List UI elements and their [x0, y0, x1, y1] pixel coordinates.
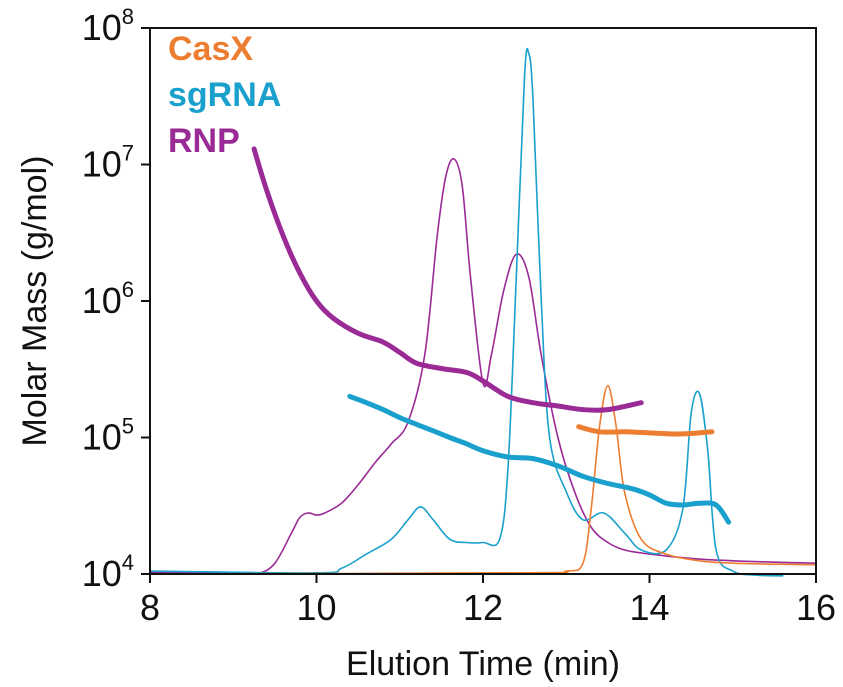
series-sgrna-trace: [149, 48, 784, 577]
y-tick-label: 106: [82, 277, 134, 321]
legend-entry-rnp: RNP: [168, 122, 240, 160]
y-tick-label: 104: [82, 550, 134, 594]
x-tick-label: 12: [463, 587, 503, 628]
legend: CasX sgRNA RNP: [168, 30, 281, 160]
y-tick-label: 105: [82, 414, 134, 458]
x-tick-label: 8: [140, 587, 160, 628]
y-axis-ticks: 104 105 106 107 108: [82, 4, 150, 594]
legend-entry-sgrna: sgRNA: [168, 76, 281, 114]
y-tick-label: 108: [82, 4, 134, 48]
series-casx-trace: [149, 384, 817, 575]
x-axis-title: Elution Time (min): [346, 645, 620, 683]
x-tick-label: 14: [629, 587, 669, 628]
y-axis-title: Molar Mass (g/mol): [16, 156, 54, 447]
y-tick-label: 107: [82, 141, 134, 185]
molar-mass-lines: [251, 146, 732, 525]
x-axis-ticks: 8 10 12 14 16: [140, 574, 836, 628]
series-casx-molar-mass: [576, 424, 715, 437]
series-sgrna-molar-mass: [347, 393, 732, 525]
detector-traces: [149, 48, 817, 577]
legend-entry-casx: CasX: [168, 30, 253, 68]
x-tick-label: 16: [796, 587, 836, 628]
series-rnp-molar-mass: [251, 146, 644, 413]
series-rnp-trace: [149, 157, 817, 575]
x-tick-label: 10: [296, 587, 336, 628]
